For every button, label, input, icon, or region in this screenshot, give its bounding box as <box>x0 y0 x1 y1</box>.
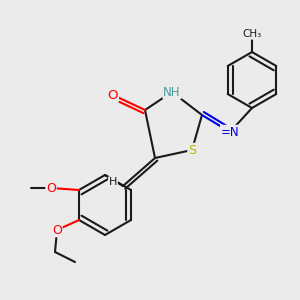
Text: S: S <box>188 143 196 157</box>
Text: NH: NH <box>163 85 181 98</box>
Text: H: H <box>109 177 117 187</box>
Text: O: O <box>52 224 62 236</box>
Text: O: O <box>108 88 118 101</box>
Text: O: O <box>46 182 56 194</box>
Text: CH₃: CH₃ <box>242 29 262 39</box>
Text: =N: =N <box>221 125 239 139</box>
